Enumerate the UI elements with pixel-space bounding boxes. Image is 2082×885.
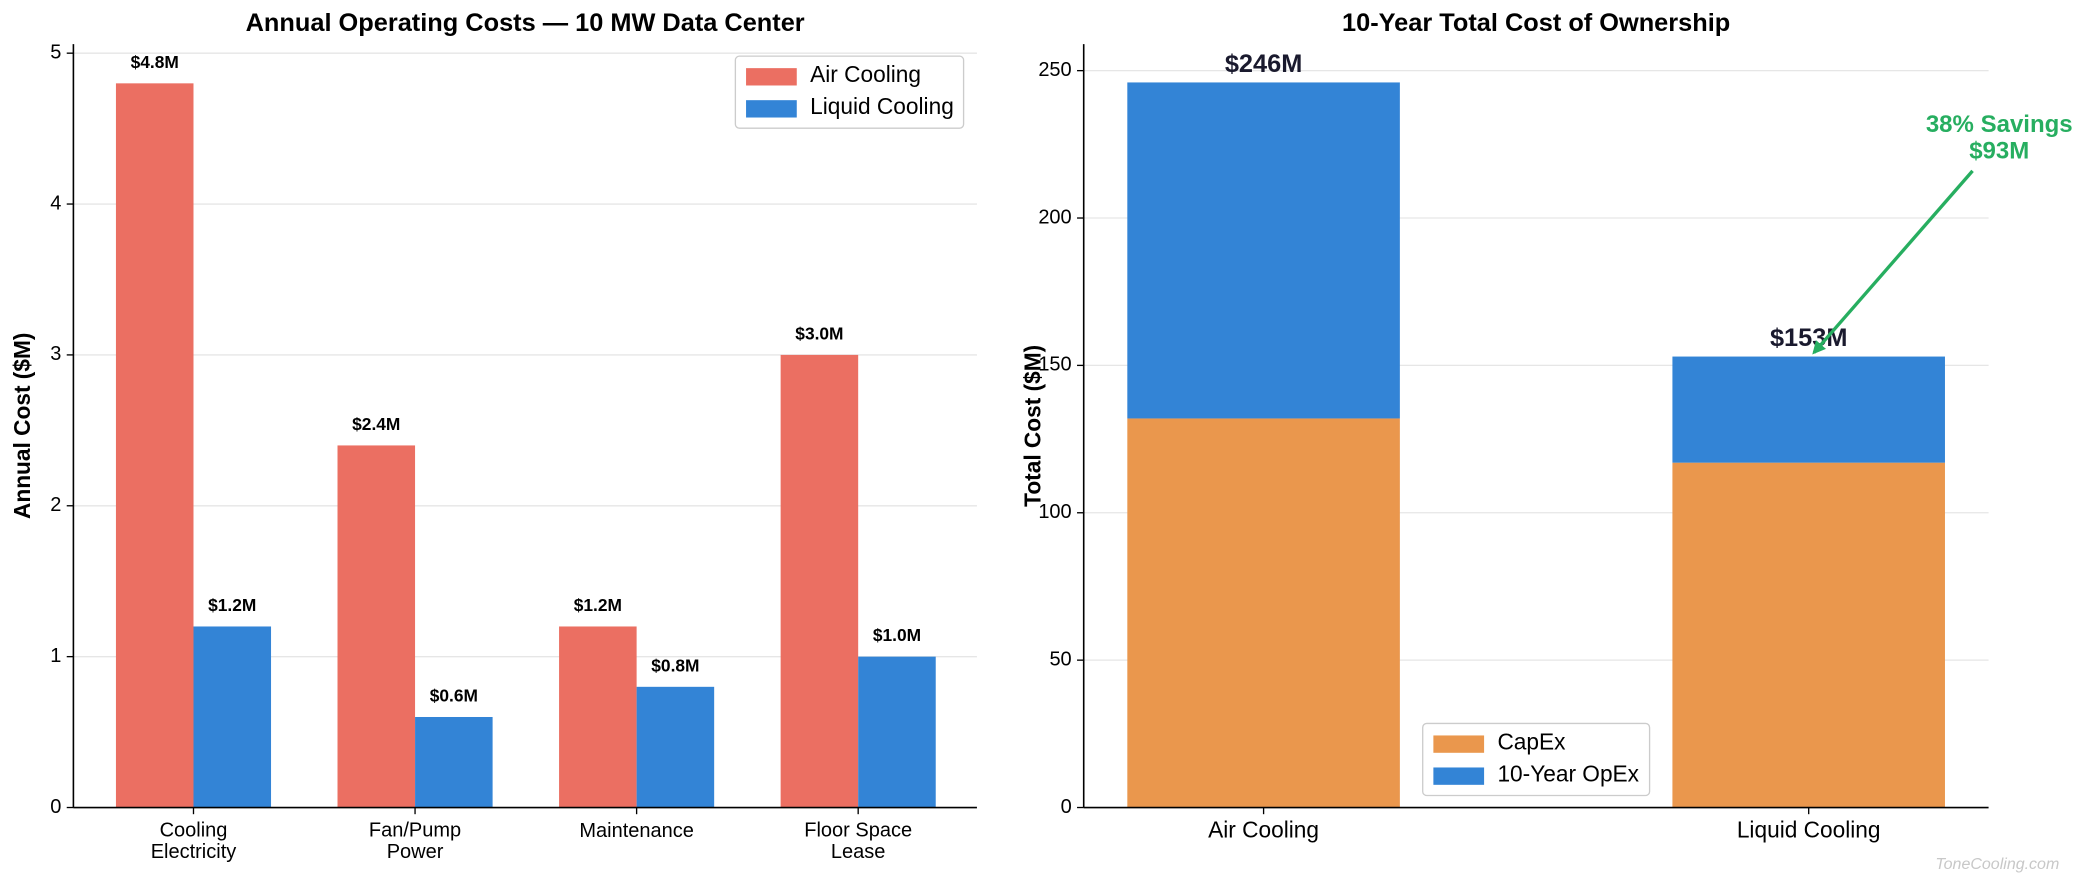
value-label: $1.0M (873, 625, 921, 645)
value-label: $3.0M (795, 323, 843, 343)
x-tick-label: Fan/Pump Power (369, 820, 461, 863)
legend-swatch (746, 100, 797, 118)
y-tick-label: 1 (50, 645, 61, 667)
bar-segment (1672, 462, 1945, 808)
y-tick-label: 250 (1038, 59, 1071, 81)
bar-segment (1127, 82, 1400, 419)
bar-segment (1127, 418, 1400, 808)
annotation-arrow (1812, 169, 1974, 355)
bar (780, 354, 859, 808)
value-label: $1.2M (574, 595, 622, 615)
y-tick-label: 4 (50, 192, 61, 214)
y-tick-label: 100 (1038, 501, 1071, 523)
bar (115, 83, 194, 808)
y-tick-label: 50 (1049, 648, 1071, 670)
bar (858, 656, 936, 808)
value-label: $0.8M (651, 655, 699, 675)
x-tick-label: Maintenance (579, 820, 694, 842)
y-tick-label: 0 (1061, 796, 1072, 818)
x-tick-label: Liquid Cooling (1737, 817, 1881, 843)
value-label: $1.2M (208, 595, 256, 615)
x-tick-label: Floor Space Lease (804, 820, 912, 863)
legend-swatch (1433, 735, 1485, 753)
legend-label: CapEx (1497, 728, 1566, 754)
x-tick-label: Cooling Electricity (151, 820, 237, 863)
chart-title: 10-Year Total Cost of Ownership (1342, 9, 1730, 37)
y-tick-label: 2 (50, 494, 61, 516)
y-tick-label: 150 (1038, 354, 1071, 376)
watermark: ToneCooling.com (1935, 856, 2059, 873)
y-tick-label: 200 (1038, 206, 1071, 228)
y-tick-label: 0 (50, 796, 61, 818)
y-tick-label: 3 (50, 343, 61, 365)
x-tick-label: Air Cooling (1208, 817, 1319, 843)
bar (559, 626, 637, 808)
value-label: $0.6M (430, 686, 478, 706)
annotation: 38% Savings (1926, 111, 2073, 138)
bar-segment (1672, 356, 1945, 463)
total-label: $246M (1225, 50, 1303, 78)
y-axis-label: Annual Cost ($M) (9, 333, 35, 519)
legend-label: 10-Year OpEx (1497, 760, 1639, 786)
value-label: $4.8M (131, 52, 179, 72)
bar (636, 686, 715, 808)
value-label: $2.4M (352, 414, 400, 434)
legend-label: Air Cooling (810, 61, 921, 87)
annotation: $93M (1969, 138, 2029, 165)
legend-label: Liquid Cooling (810, 93, 954, 119)
chart-title: Annual Operating Costs — 10 MW Data Cent… (246, 9, 805, 37)
bar (193, 626, 272, 808)
y-axis-label: Total Cost ($M) (1019, 345, 1045, 507)
legend-swatch (746, 68, 797, 86)
y-tick-label: 5 (50, 41, 61, 63)
legend-swatch (1433, 767, 1485, 785)
bar (415, 716, 493, 808)
bar (337, 445, 416, 808)
